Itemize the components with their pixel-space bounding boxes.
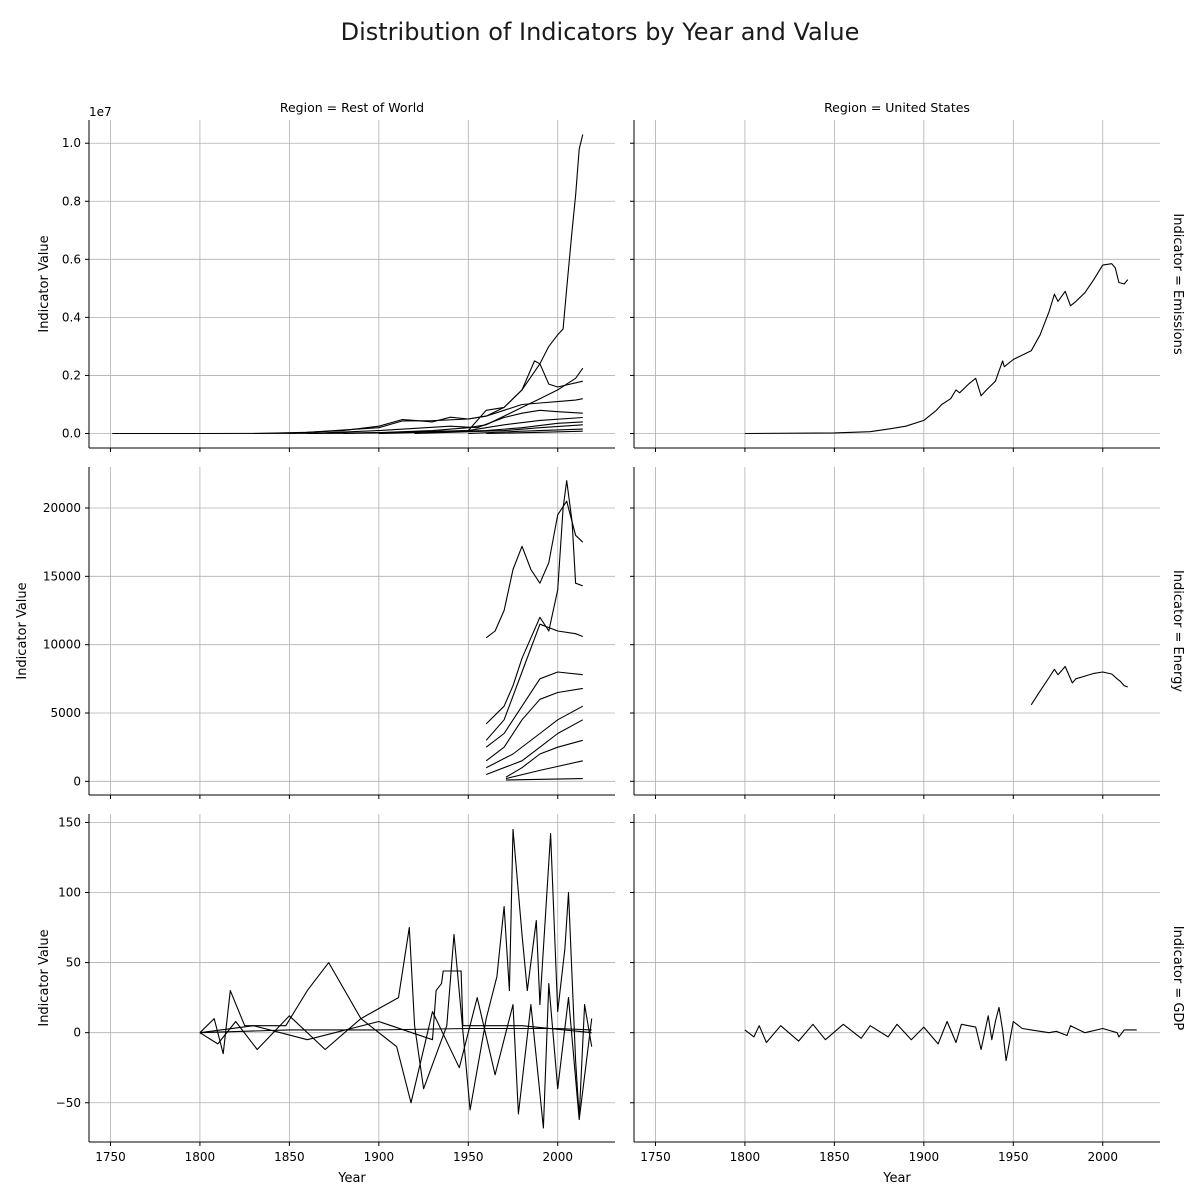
y-axis-label: Indicator Value <box>37 235 52 332</box>
y-tick-label: 0.8 <box>62 194 81 208</box>
y-tick-label: 0 <box>73 1026 81 1040</box>
series-line <box>253 360 583 435</box>
series-line <box>307 367 584 435</box>
x-axis-label: Year <box>337 1171 366 1186</box>
y-tick-label: 0.6 <box>62 252 81 266</box>
chart-title: Distribution of Indicators by Year and V… <box>340 18 860 46</box>
y-tick-label: 20000 <box>43 501 81 515</box>
series-line <box>307 409 583 435</box>
y-offset-label: 1e7 <box>89 105 112 119</box>
series-line <box>485 687 583 762</box>
series-line <box>485 480 583 725</box>
x-tick-label: 2000 <box>1087 1150 1118 1164</box>
series-line <box>505 760 583 780</box>
series-line <box>199 828 593 1118</box>
y-tick-label: 0 <box>73 774 81 788</box>
x-tick-label: 2000 <box>542 1150 573 1164</box>
y-tick-label: −50 <box>56 1096 81 1110</box>
panel-energy-rest-of-world: 0 5000 10000 15000 20000 Indicator Value <box>15 467 615 799</box>
panel-gdp-rest-of-world: 1750 1800 1850 1900 1950 2000 −50 0 50 100 150 Indi… <box>37 814 615 1186</box>
series-line <box>468 428 583 435</box>
series-line <box>744 263 1129 435</box>
series-line <box>505 739 583 778</box>
y-tick-label: 15000 <box>43 569 81 583</box>
y-tick-label: 50 <box>66 956 81 970</box>
x-tick-label: 1850 <box>819 1150 850 1164</box>
x-tick-label: 1800 <box>730 1150 761 1164</box>
panel-emissions-rest-of-world: 0.0 0.2 0.4 0.6 0.8 1.0 Region = Rest of World… <box>37 100 615 452</box>
series-line <box>505 778 583 781</box>
y-axis-label: Indicator Value <box>37 929 52 1026</box>
column-title: Region = Rest of World <box>280 100 424 115</box>
y-tick-label: 0.4 <box>62 310 81 324</box>
panel-energy-united-states: Indicator = Energy <box>630 467 1185 799</box>
series-line <box>485 500 584 639</box>
y-tick-label: 100 <box>58 885 81 899</box>
x-tick-label: 1950 <box>453 1150 484 1164</box>
series-line <box>486 430 583 435</box>
series-line <box>485 671 583 748</box>
series-line <box>112 134 584 435</box>
series-line <box>414 424 583 435</box>
row-title: Indicator = GDP <box>1170 926 1185 1031</box>
series-line <box>1030 665 1128 706</box>
y-tick-label: 1.0 <box>62 136 81 150</box>
y-tick-label: 5000 <box>50 706 81 720</box>
row-title: Indicator = Energy <box>1170 570 1185 692</box>
x-tick-label: 1750 <box>640 1150 671 1164</box>
column-title: Region = United States <box>824 100 970 115</box>
y-tick-label: 0.0 <box>62 426 81 440</box>
series-line <box>199 1027 592 1034</box>
y-tick-label: 0.2 <box>62 368 81 382</box>
series-line <box>485 705 584 769</box>
panel-emissions-united-states: Region = United States Indicator = Emissi… <box>630 100 1185 452</box>
x-axis-label: Year <box>882 1171 911 1186</box>
series-line <box>485 623 583 741</box>
series-line <box>486 719 584 776</box>
x-tick-label: 1900 <box>909 1150 940 1164</box>
series-line <box>343 416 583 435</box>
row-title: Indicator = Emissions <box>1170 213 1185 354</box>
y-axis-label: Indicator Value <box>15 582 30 679</box>
series-line <box>289 398 583 435</box>
series-line <box>199 970 592 1041</box>
y-tick-label: 150 <box>58 815 81 829</box>
x-tick-label: 1900 <box>364 1150 395 1164</box>
series-line <box>378 421 583 435</box>
y-tick-label: 10000 <box>43 638 81 652</box>
panel-gdp-united-states: 1750 1800 1850 1900 1950 2000 Indicator = GDP Y… <box>630 814 1185 1186</box>
x-tick-label: 1800 <box>185 1150 216 1164</box>
x-tick-label: 1950 <box>998 1150 1029 1164</box>
x-tick-label: 1750 <box>95 1150 126 1164</box>
series-line <box>199 983 593 1129</box>
series-line <box>744 1006 1137 1062</box>
x-tick-label: 1850 <box>274 1150 305 1164</box>
